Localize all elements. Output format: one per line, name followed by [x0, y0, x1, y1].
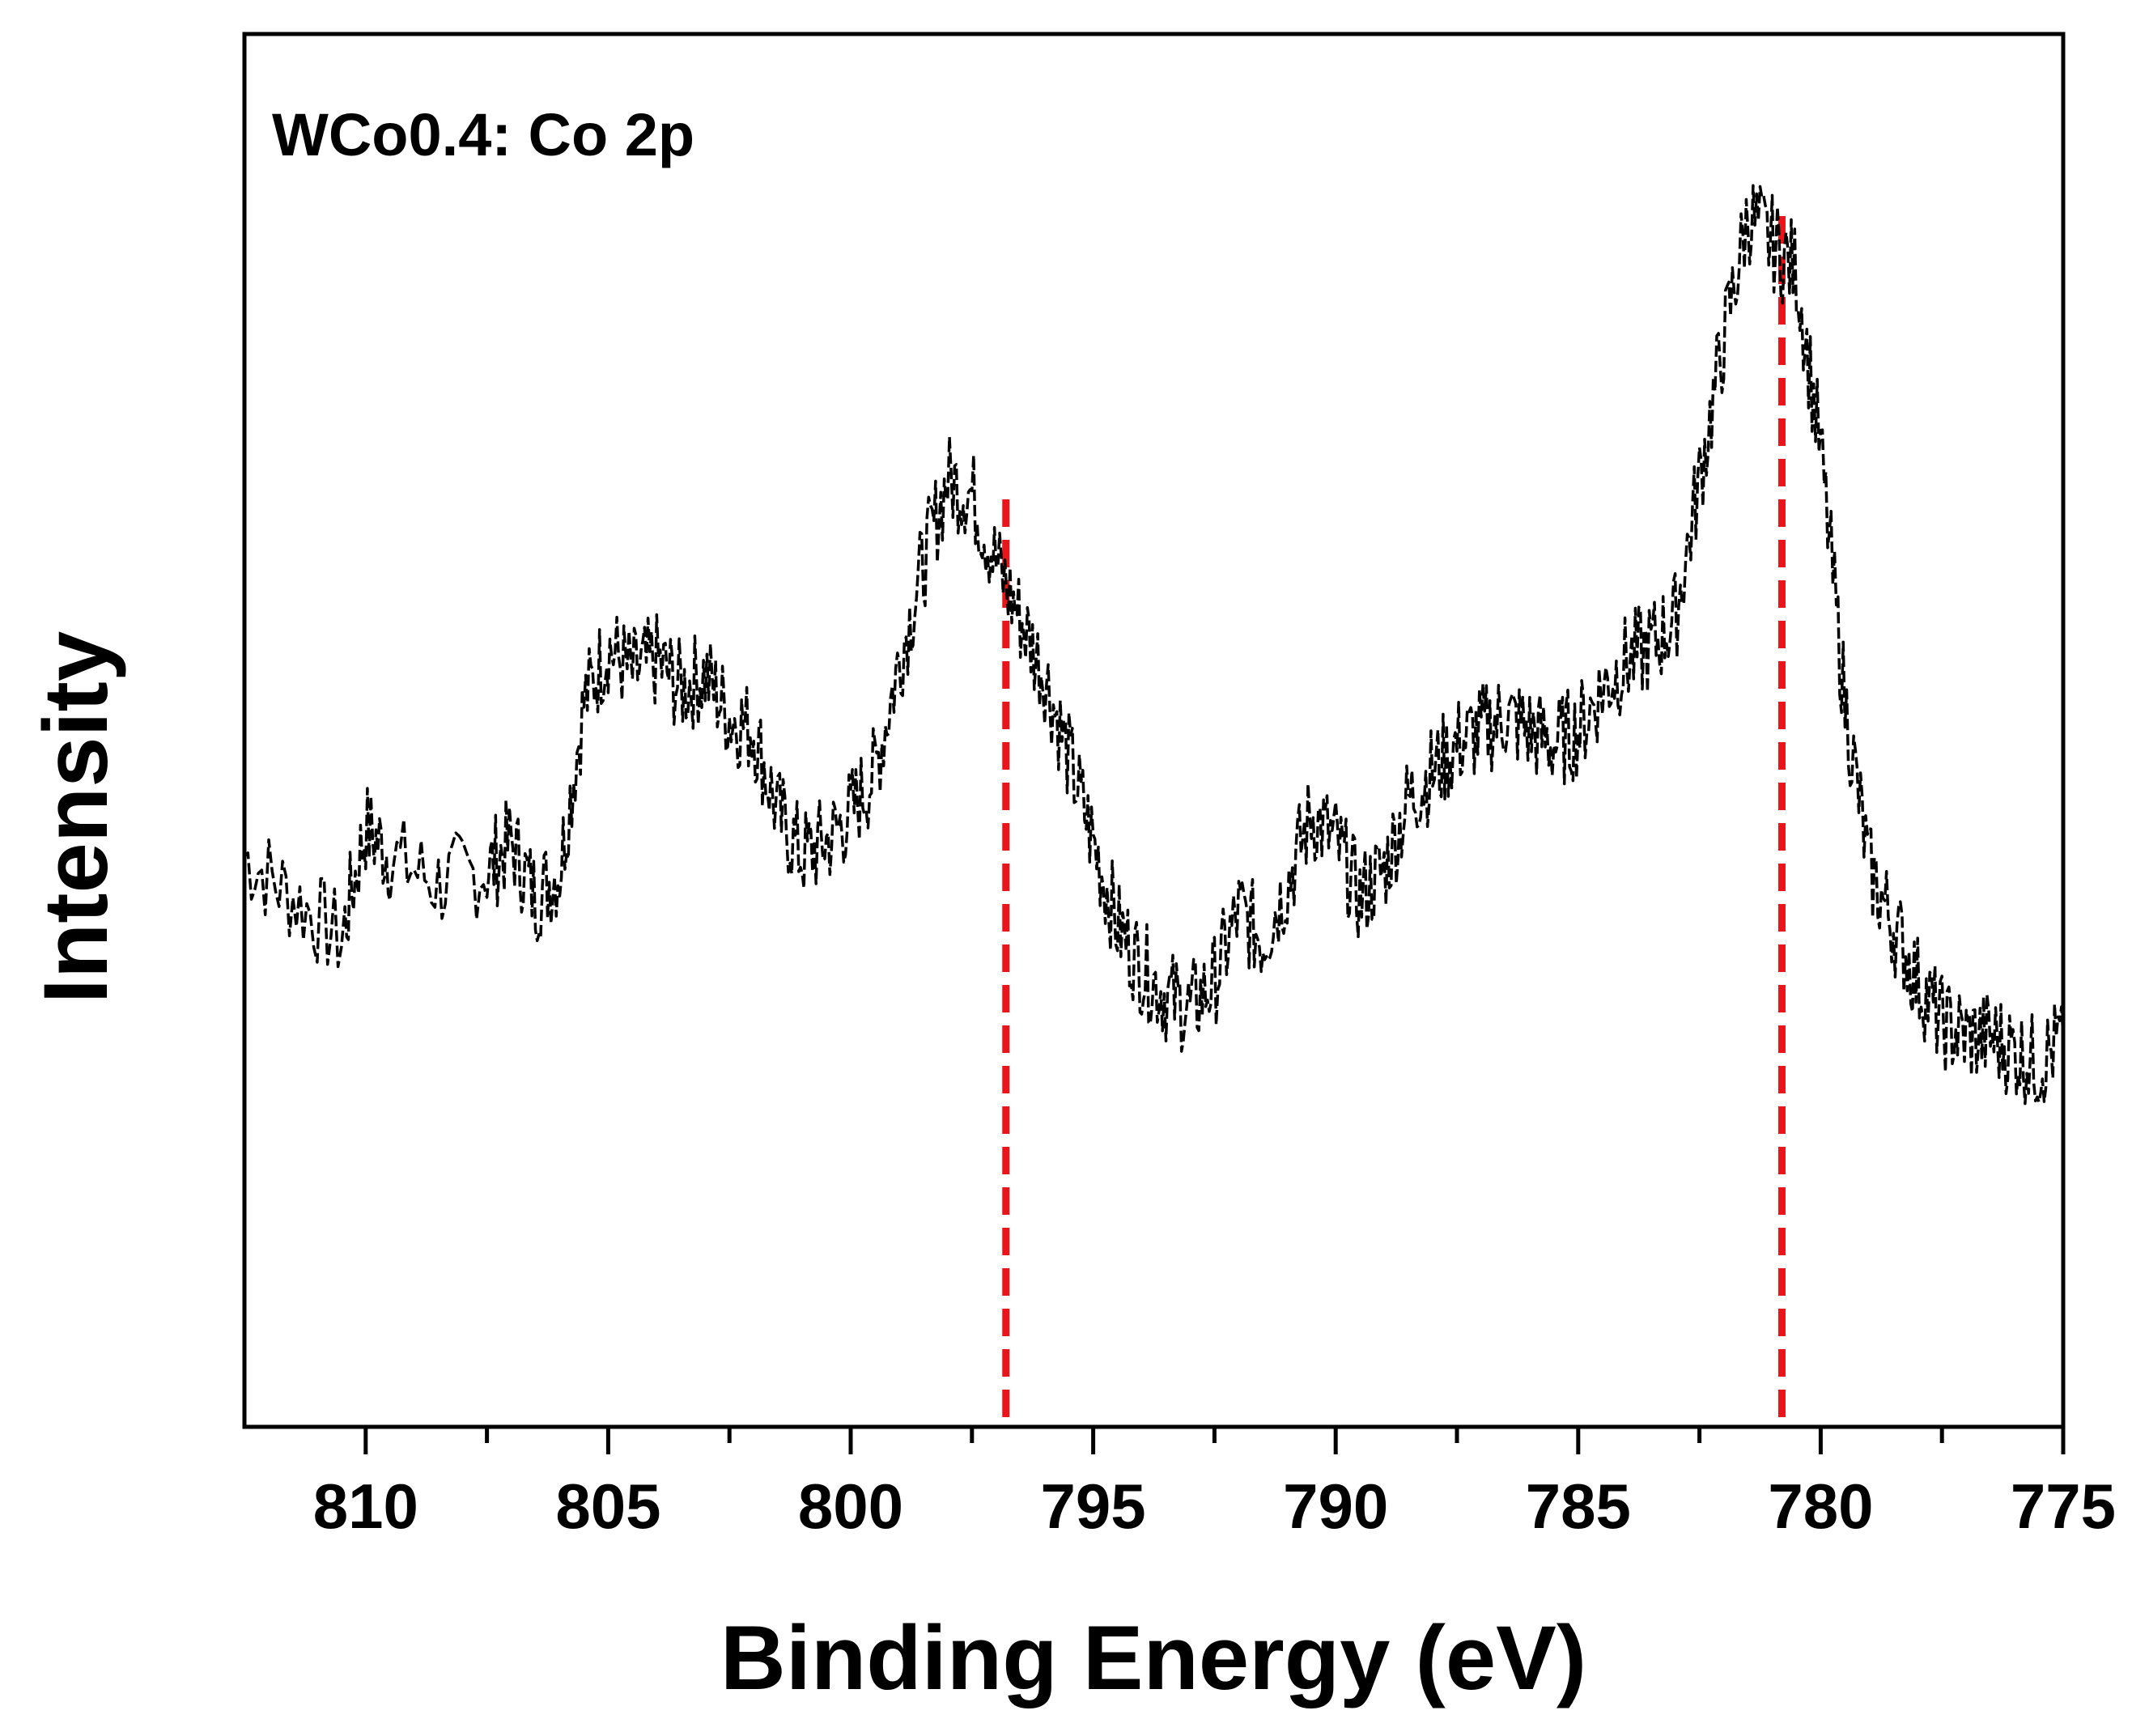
x-axis-title: Binding Energy (eV) — [720, 1607, 1586, 1708]
x-tick-label-800: 800 — [798, 1471, 903, 1542]
x-tick-label-785: 785 — [1526, 1471, 1631, 1542]
series-line-1 — [243, 184, 2065, 1106]
x-tick-label-775: 775 — [2011, 1471, 2116, 1542]
x-tick-label-780: 780 — [1768, 1471, 1873, 1542]
x-tick-label-810: 810 — [313, 1471, 418, 1542]
y-axis-title: Intensity — [25, 631, 126, 1004]
series-group — [243, 184, 2065, 1106]
reference-lines — [1002, 214, 1786, 1417]
chart-annotation: WCo0.4: Co 2p — [272, 101, 694, 168]
plot-frame — [242, 32, 2066, 1429]
x-tick-label-805: 805 — [555, 1471, 660, 1542]
x-tick-label-795: 795 — [1041, 1471, 1146, 1542]
x-ticks: 810 805 800 795 790 785 780 775 — [313, 1427, 2116, 1542]
x-tick-label-790: 790 — [1283, 1471, 1388, 1542]
